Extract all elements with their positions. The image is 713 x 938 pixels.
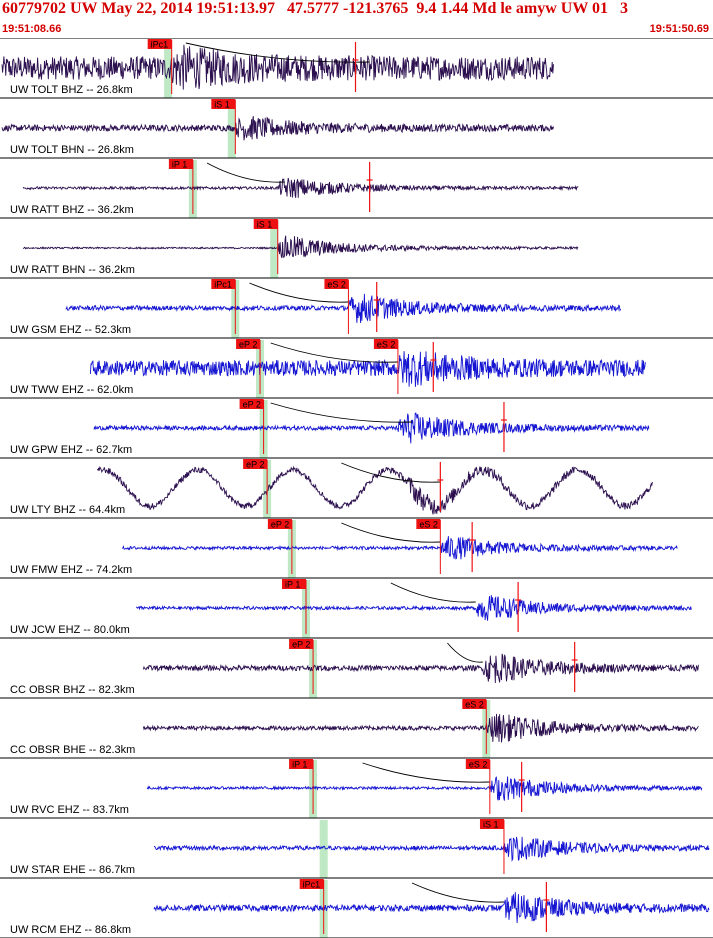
- phase-pick-label: eP 2: [246, 460, 264, 470]
- phase-pick-label-bg: [299, 879, 324, 889]
- phase-pick-label-bg: [211, 99, 236, 109]
- travel-time-curve: [341, 522, 441, 543]
- waveform-trace: [121, 536, 678, 560]
- waveform-trace: [1, 44, 554, 90]
- waveform-trace: [142, 713, 699, 743]
- waveform-trace: [97, 465, 653, 515]
- station-label: UW RVC EHZ -- 83.7km: [10, 804, 129, 816]
- station-label: UW RATT BHN -- 36.2km: [10, 264, 135, 276]
- waveform-trace: [146, 775, 703, 801]
- travel-time-curve: [362, 762, 490, 783]
- travel-time-curve: [411, 882, 504, 903]
- phase-pick-label: iP 1: [285, 580, 300, 590]
- phase-pick-label: iPc1: [214, 280, 232, 290]
- station-label: UW GPW EHZ -- 62.7km: [10, 444, 132, 456]
- station-label: UW TWW EHZ -- 62.0km: [10, 384, 133, 396]
- phase-pick-label: iS 1: [257, 220, 273, 230]
- phase-pick-label-bg: [462, 699, 487, 709]
- phase-pick-label: eS 2: [419, 520, 438, 530]
- phase-pick-label: iP 1: [292, 760, 307, 770]
- waveform-trace: [93, 412, 650, 444]
- phase-pick-label-bg: [289, 639, 314, 649]
- pick-window-band: [319, 820, 328, 878]
- travel-time-curve: [341, 462, 441, 483]
- waveform-trace: [22, 177, 579, 198]
- waveform-trace: [65, 293, 622, 324]
- station-label: UW TOLT BHZ -- 26.8km: [10, 84, 133, 96]
- phase-pick-label-bg: [479, 819, 504, 829]
- station-label: UW RCM EHZ -- 86.8km: [10, 924, 131, 936]
- waveform-trace: [153, 836, 710, 862]
- end-time: 19:51:50.69: [649, 23, 709, 35]
- waveform-trace: [89, 351, 646, 387]
- phase-pick-label: iPc1: [151, 40, 169, 50]
- phase-pick-label: eS 2: [469, 760, 488, 770]
- pick-window-band: [270, 220, 279, 278]
- station-label: CC OBSR BHE -- 82.3km: [10, 744, 135, 756]
- waveform-trace: [1, 116, 554, 141]
- phase-pick-label-bg: [253, 219, 278, 229]
- phase-pick-label-bg: [373, 339, 398, 349]
- seismogram-plot: iPc1 UW TOLT BHZ -- 26.8km iS 1 UW TOLT BHN…: [0, 38, 713, 938]
- waveform-trace: [135, 595, 692, 621]
- phase-pick-label-bg: [147, 39, 172, 49]
- travel-time-curve: [270, 402, 413, 423]
- phase-pick-label-bg: [236, 339, 261, 349]
- station-label: UW LTY BHZ -- 64.4km: [10, 504, 125, 516]
- waveform-trace: [142, 653, 699, 684]
- travel-time-curve: [185, 42, 370, 63]
- phase-pick-label-bg: [239, 399, 264, 409]
- pick-window-band: [227, 100, 236, 158]
- phase-pick-label: iS 1: [214, 100, 230, 110]
- phase-pick-label-bg: [465, 759, 490, 769]
- travel-time-curve: [447, 642, 483, 663]
- station-label: CC OBSR BHZ -- 82.3km: [10, 684, 135, 696]
- header: 60779702 UW May 22, 2014 19:51:13.97 47.…: [0, 0, 713, 38]
- phase-pick-label: eS 2: [465, 700, 484, 710]
- phase-pick-label: eP 2: [271, 520, 289, 530]
- phase-pick-label: iP 1: [172, 160, 187, 170]
- waveform-trace: [22, 235, 579, 259]
- travel-time-curve: [249, 282, 349, 303]
- station-label: UW TOLT BHN -- 26.8km: [10, 144, 134, 156]
- phase-pick-label: eP 2: [292, 640, 310, 650]
- start-time: 19:51:08.66: [2, 23, 62, 35]
- phase-pick-label-bg: [168, 159, 193, 169]
- phase-pick-label-bg: [211, 279, 236, 289]
- phase-pick-label: eP 2: [243, 400, 261, 410]
- station-label: UW GSM EHZ -- 52.3km: [10, 324, 131, 336]
- phase-pick-label-bg: [289, 759, 314, 769]
- travel-time-curve: [270, 342, 398, 363]
- phase-pick-label: eP 2: [239, 340, 257, 350]
- station-label: UW JCW EHZ -- 80.0km: [10, 624, 130, 636]
- phase-pick-label-bg: [267, 519, 292, 529]
- phase-pick-label-bg: [243, 459, 268, 469]
- phase-pick-label: eS 2: [327, 280, 346, 290]
- travel-time-curve: [390, 582, 476, 603]
- station-label: UW RATT BHZ -- 36.2km: [10, 204, 134, 216]
- phase-pick-label-bg: [416, 519, 441, 529]
- waveform-trace: [153, 892, 710, 924]
- event-title: 60779702 UW May 22, 2014 19:51:13.97 47.…: [2, 0, 629, 17]
- phase-pick-label-bg: [324, 279, 349, 289]
- phase-pick-label: eS 2: [377, 340, 396, 350]
- phase-pick-label-bg: [282, 579, 307, 589]
- station-label: UW STAR EHE -- 86.7km: [10, 864, 135, 876]
- phase-pick-label: iPc1: [303, 880, 321, 890]
- phase-pick-label: iS 1: [483, 820, 499, 830]
- travel-time-curve: [206, 162, 285, 183]
- station-label: UW FMW EHZ -- 74.2km: [10, 564, 132, 576]
